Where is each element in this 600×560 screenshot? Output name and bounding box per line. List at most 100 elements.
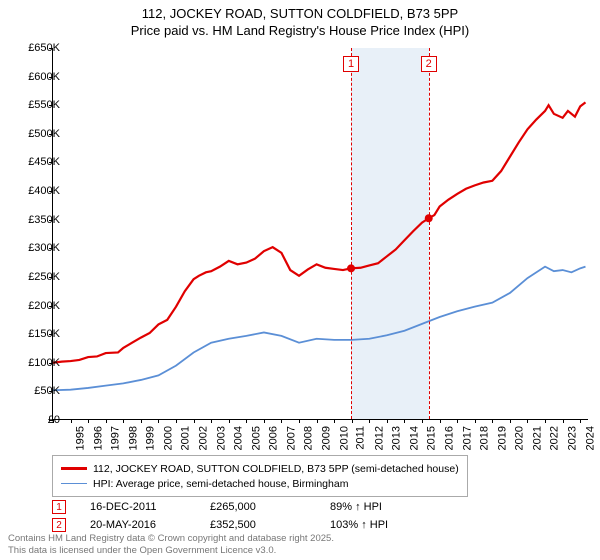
x-tick bbox=[475, 419, 476, 423]
transaction-price: £265,000 bbox=[210, 501, 330, 513]
x-axis-label: 2003 bbox=[215, 426, 227, 450]
x-tick bbox=[299, 419, 300, 423]
title-block: 112, JOCKEY ROAD, SUTTON COLDFIELD, B73 … bbox=[0, 0, 600, 38]
x-tick bbox=[246, 419, 247, 423]
x-tick bbox=[88, 419, 89, 423]
transaction-price: £352,500 bbox=[210, 519, 330, 531]
x-tick bbox=[510, 419, 511, 423]
x-axis-label: 2019 bbox=[496, 426, 508, 450]
y-axis-label: £200K bbox=[12, 300, 60, 312]
title-line1: 112, JOCKEY ROAD, SUTTON COLDFIELD, B73 … bbox=[0, 6, 600, 21]
x-axis-label: 2021 bbox=[531, 426, 543, 450]
transaction-hpi: 103% ↑ HPI bbox=[330, 519, 450, 531]
y-axis-label: £350K bbox=[12, 214, 60, 226]
chart-container: 112, JOCKEY ROAD, SUTTON COLDFIELD, B73 … bbox=[0, 0, 600, 560]
x-axis-label: 2010 bbox=[338, 426, 350, 450]
transaction-marker-1: 1 bbox=[52, 500, 66, 514]
x-tick bbox=[123, 419, 124, 423]
series-hpi bbox=[53, 267, 585, 391]
legend-row-hpi: HPI: Average price, semi-detached house,… bbox=[61, 476, 459, 491]
y-axis-label: £450K bbox=[12, 156, 60, 168]
x-tick bbox=[545, 419, 546, 423]
footer: Contains HM Land Registry data © Crown c… bbox=[8, 533, 334, 556]
x-tick bbox=[334, 419, 335, 423]
x-axis-label: 2004 bbox=[233, 426, 245, 450]
y-axis-label: £250K bbox=[12, 271, 60, 283]
transaction-marker-2: 2 bbox=[52, 518, 66, 532]
y-axis-label: £300K bbox=[12, 242, 60, 254]
x-tick bbox=[563, 419, 564, 423]
x-tick bbox=[404, 419, 405, 423]
transaction-date: 16-DEC-2011 bbox=[90, 501, 210, 513]
x-axis-label: 2015 bbox=[426, 426, 438, 450]
y-axis-label: £0 bbox=[12, 414, 60, 426]
x-axis-label: 1996 bbox=[92, 426, 104, 450]
y-axis-label: £550K bbox=[12, 99, 60, 111]
x-tick bbox=[457, 419, 458, 423]
x-axis-label: 1999 bbox=[145, 426, 157, 450]
x-tick bbox=[387, 419, 388, 423]
title-line2: Price paid vs. HM Land Registry's House … bbox=[0, 23, 600, 38]
x-tick bbox=[229, 419, 230, 423]
x-axis-label: 2008 bbox=[303, 426, 315, 450]
x-axis-label: 2007 bbox=[285, 426, 297, 450]
y-axis-label: £100K bbox=[12, 357, 60, 369]
y-axis-label: £150K bbox=[12, 328, 60, 340]
transaction-hpi: 89% ↑ HPI bbox=[330, 501, 450, 513]
x-axis-label: 2014 bbox=[408, 426, 420, 450]
footer-line2: This data is licensed under the Open Gov… bbox=[8, 545, 334, 556]
x-axis-label: 1995 bbox=[74, 426, 86, 450]
x-tick bbox=[281, 419, 282, 423]
sale-vline bbox=[429, 48, 430, 419]
x-axis-label: 2009 bbox=[321, 426, 333, 450]
legend-label-price: 112, JOCKEY ROAD, SUTTON COLDFIELD, B73 … bbox=[93, 463, 459, 475]
chart-area: 12 bbox=[52, 48, 588, 420]
x-axis-label: 2024 bbox=[584, 426, 596, 450]
x-axis-label: 2020 bbox=[514, 426, 526, 450]
x-tick bbox=[106, 419, 107, 423]
x-tick bbox=[527, 419, 528, 423]
x-axis-label: 2000 bbox=[162, 426, 174, 450]
y-axis-label: £650K bbox=[12, 42, 60, 54]
x-tick bbox=[440, 419, 441, 423]
y-axis-label: £400K bbox=[12, 185, 60, 197]
transaction-row: 1 16-DEC-2011 £265,000 89% ↑ HPI bbox=[52, 498, 450, 516]
x-tick bbox=[141, 419, 142, 423]
sale-marker: 2 bbox=[421, 56, 437, 72]
x-tick bbox=[264, 419, 265, 423]
legend-row-price: 112, JOCKEY ROAD, SUTTON COLDFIELD, B73 … bbox=[61, 461, 459, 476]
x-axis-label: 2016 bbox=[444, 426, 456, 450]
legend-label-hpi: HPI: Average price, semi-detached house,… bbox=[93, 478, 348, 490]
x-axis-label: 2012 bbox=[373, 426, 385, 450]
y-axis-label: £600K bbox=[12, 71, 60, 83]
x-tick bbox=[158, 419, 159, 423]
transaction-row: 2 20-MAY-2016 £352,500 103% ↑ HPI bbox=[52, 516, 450, 534]
x-tick bbox=[492, 419, 493, 423]
x-axis-label: 1998 bbox=[127, 426, 139, 450]
sale-vline bbox=[351, 48, 352, 419]
sale-marker: 1 bbox=[343, 56, 359, 72]
x-tick bbox=[352, 419, 353, 423]
x-tick bbox=[369, 419, 370, 423]
x-axis-label: 2013 bbox=[391, 426, 403, 450]
x-tick bbox=[317, 419, 318, 423]
series-price_paid bbox=[53, 102, 585, 362]
transaction-date: 20-MAY-2016 bbox=[90, 519, 210, 531]
x-axis-label: 2006 bbox=[268, 426, 280, 450]
x-axis-label: 2002 bbox=[198, 426, 210, 450]
x-axis-label: 2018 bbox=[479, 426, 491, 450]
legend: 112, JOCKEY ROAD, SUTTON COLDFIELD, B73 … bbox=[52, 455, 468, 497]
x-axis-label: 1997 bbox=[110, 426, 122, 450]
x-axis-label: 2001 bbox=[180, 426, 192, 450]
x-axis-label: 2011 bbox=[355, 426, 367, 450]
legend-swatch-price bbox=[61, 467, 87, 469]
x-tick bbox=[176, 419, 177, 423]
transactions-table: 1 16-DEC-2011 £265,000 89% ↑ HPI 2 20-MA… bbox=[52, 498, 450, 534]
x-tick bbox=[71, 419, 72, 423]
x-tick bbox=[580, 419, 581, 423]
x-tick bbox=[422, 419, 423, 423]
x-axis-label: 2023 bbox=[567, 426, 579, 450]
footer-line1: Contains HM Land Registry data © Crown c… bbox=[8, 533, 334, 544]
plot-svg bbox=[53, 48, 588, 419]
y-axis-label: £500K bbox=[12, 128, 60, 140]
